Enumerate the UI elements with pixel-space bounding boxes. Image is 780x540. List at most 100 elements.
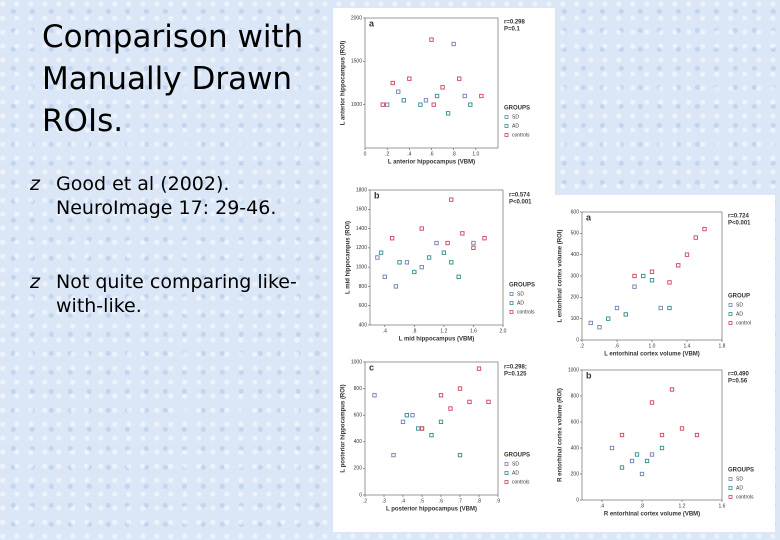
data-point — [407, 76, 412, 81]
y-tick-label: 0 — [576, 337, 579, 343]
data-point — [460, 231, 465, 236]
y-tick-label: 600 — [571, 209, 580, 215]
legend-marker — [728, 486, 733, 490]
data-point — [606, 316, 611, 321]
data-point — [372, 393, 377, 398]
y-axis-label: R entorhinal cortex volume (ROI) — [558, 388, 564, 482]
x-tick-label: 2.0 — [500, 328, 507, 334]
x-tick-label: .6 — [429, 151, 433, 157]
y-tick-label: 500 — [571, 231, 580, 237]
x-tick-label: 0 — [364, 151, 367, 157]
data-point — [684, 252, 690, 257]
data-point — [438, 393, 444, 398]
data-point — [471, 245, 476, 251]
stat-annotation: r=0.574 — [509, 193, 531, 199]
data-point — [375, 255, 380, 260]
x-tick-label: .4 — [407, 151, 411, 157]
y-tick-label: 200 — [571, 471, 580, 477]
x-tick-label: 1.8 — [719, 343, 726, 349]
data-point — [412, 269, 417, 275]
data-point — [659, 445, 665, 451]
data-point — [451, 41, 456, 47]
data-point — [623, 312, 628, 317]
legend-title: GROUPS — [509, 283, 535, 289]
data-point — [456, 274, 461, 279]
y-tick-label: 800 — [354, 386, 363, 392]
x-tick-label: .4 — [401, 498, 405, 504]
data-point — [632, 284, 637, 289]
bullet: z Not quite comparing like-with-like. — [30, 270, 315, 318]
data-point — [669, 387, 675, 392]
data-point — [457, 76, 462, 81]
data-point — [476, 366, 482, 371]
legend-marker — [504, 480, 509, 484]
y-tick-label: 600 — [571, 419, 580, 425]
legend-label: AD — [736, 311, 743, 317]
x-axis-label: R entorhinal cortex volume (VBM) — [604, 512, 700, 518]
panel-label: c — [369, 362, 374, 372]
y-tick-label: 1500 — [351, 59, 362, 65]
y-tick-label: 400 — [354, 439, 363, 445]
legend-marker — [504, 115, 509, 119]
y-tick-label: 2000 — [351, 15, 362, 21]
y-tick-label: 1000 — [351, 102, 362, 108]
stat-annotation: r=0.724 — [728, 214, 750, 220]
y-tick-label: 1600 — [356, 207, 367, 213]
y-axis-label: L mid hippocampus (ROI) — [346, 221, 352, 294]
panel-label: b — [374, 190, 380, 200]
legend-title: GROUPS — [504, 106, 530, 112]
x-axis-label: L anterior hippocampus (VBM) — [388, 160, 475, 166]
data-point — [693, 235, 698, 240]
y-tick-label: 400 — [571, 252, 580, 258]
legend-label: AD — [736, 485, 743, 491]
data-point — [426, 255, 432, 260]
y-tick-label: 600 — [354, 413, 363, 419]
x-tick-label: .5 — [420, 498, 424, 504]
y-tick-label: 1000 — [356, 264, 367, 270]
x-tick-label: .2 — [363, 498, 367, 504]
data-point — [644, 458, 650, 464]
y-tick-label: 0 — [576, 497, 579, 503]
x-tick-label: .8 — [412, 328, 416, 334]
legend-title: GROUPS — [504, 453, 530, 459]
legend-marker — [504, 471, 509, 475]
x-tick-label: .9 — [496, 498, 500, 504]
stat-annotation: r=0.298; — [504, 365, 527, 371]
data-point — [462, 93, 467, 99]
data-point — [449, 260, 454, 265]
y-axis-label: L anterior hippocampus (ROI) — [341, 41, 347, 126]
data-point — [429, 433, 434, 438]
legend-marker — [728, 321, 733, 325]
data-point — [609, 445, 615, 451]
legend-marker — [509, 301, 514, 305]
y-tick-label: 400 — [359, 322, 368, 328]
data-point — [434, 240, 439, 246]
data-point — [667, 305, 672, 311]
x-tick-label: 1.2 — [679, 503, 686, 509]
data-point — [649, 452, 655, 457]
x-tick-label: .4 — [383, 328, 387, 334]
legend-label: controls — [512, 132, 530, 138]
data-point — [641, 273, 646, 279]
x-tick-label: 1.6 — [719, 503, 726, 509]
data-point — [448, 406, 453, 411]
x-axis-label: L mid hippocampus (VBM) — [399, 337, 475, 343]
legend-label: controls — [736, 494, 754, 500]
bullet-text: Good et al (2002). NeuroImage 17: 29-46. — [56, 173, 277, 219]
data-point — [400, 419, 406, 424]
data-point — [404, 413, 409, 418]
stat-annotation: r=0.490 — [728, 372, 750, 378]
data-point — [467, 399, 472, 405]
legend-title: GROUPS — [728, 468, 754, 474]
y-tick-label: 100 — [571, 316, 580, 322]
x-tick-label: 1.0 — [649, 343, 656, 349]
legend-label: SD — [736, 476, 743, 482]
stat-annotation: P<0.001 — [728, 221, 751, 227]
data-point — [639, 471, 645, 477]
x-axis-label: L entorhinal cortex volume (VBM) — [604, 352, 700, 358]
legend-marker — [728, 477, 733, 481]
data-point — [649, 269, 655, 274]
data-point — [396, 89, 401, 94]
data-point — [482, 236, 487, 241]
data-point — [479, 93, 484, 99]
